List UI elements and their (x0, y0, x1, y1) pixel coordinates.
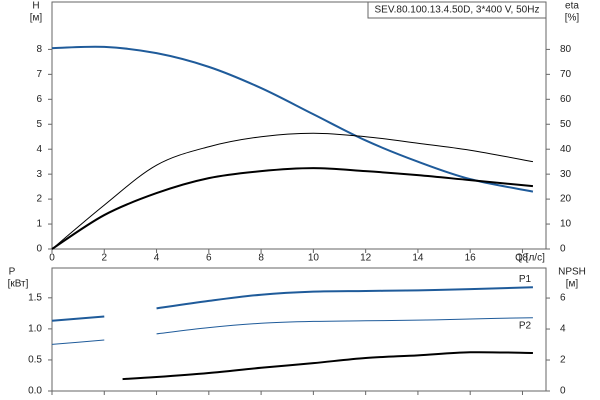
y2-tick-label: 30 (560, 169, 572, 180)
title-box (367, 1, 547, 19)
y-tick-label: 2 (36, 194, 42, 205)
y-tick-label: 4 (36, 144, 42, 155)
y2-tick-label: 20 (560, 194, 572, 205)
x-tick-label: 10 (308, 253, 320, 264)
x-tick-label: 6 (206, 253, 212, 264)
y-axis-label: H (32, 1, 39, 12)
y-tick-label: 0.5 (28, 355, 42, 366)
y-tick-label: 1.5 (28, 292, 42, 303)
y2-tick-label: 0 (560, 386, 566, 397)
y2-tick-label: 40 (560, 144, 572, 155)
y2-tick-label: 80 (560, 44, 572, 55)
series-line (51, 167, 534, 250)
y2-axis-label: NPSH (558, 267, 586, 278)
series-label: P1 (519, 274, 532, 285)
x-tick-label: 16 (465, 253, 477, 264)
plot-frame (51, 267, 547, 392)
plot-frame (51, 1, 547, 250)
y-tick-label: 1.0 (28, 324, 42, 335)
x-tick-label: 8 (258, 253, 264, 264)
y-tick-label: 1 (36, 219, 42, 230)
series-line (122, 351, 533, 381)
y2-axis-unit: [м] (566, 279, 579, 290)
chart-title: SEV.80.100.13.4.50D, 3*400 V, 50Hz (375, 5, 540, 16)
y-tick-label: 7 (36, 69, 42, 80)
y-axis-label: P (9, 267, 16, 278)
y-tick-label: 0 (36, 244, 42, 255)
y-tick-label: 6 (36, 94, 42, 105)
y2-tick-label: 2 (560, 355, 566, 366)
y-axis-unit: [кВт] (8, 279, 29, 290)
x-tick-label: 2 (101, 253, 107, 264)
x-tick-label: 18 (517, 253, 529, 264)
series-label: P2 (519, 320, 532, 331)
x-axis-label: Q [л/с] (515, 253, 545, 264)
y-axis-unit: [м] (30, 13, 43, 24)
series-line (51, 315, 105, 322)
y2-tick-label: 50 (560, 119, 572, 130)
y-tick-label: 3 (36, 169, 42, 180)
y2-axis-unit: [%] (565, 13, 580, 24)
x-tick-label: 14 (412, 253, 424, 264)
series-line (156, 317, 533, 335)
y2-tick-label: 70 (560, 69, 572, 80)
y2-tick-label: 6 (560, 293, 566, 304)
series-line (156, 286, 533, 310)
y2-tick-label: 60 (560, 94, 572, 105)
y-tick-label: 5 (36, 119, 42, 130)
x-tick-label: 4 (154, 253, 160, 264)
y-tick-label: 8 (36, 44, 42, 55)
x-tick-label: 12 (360, 253, 372, 264)
series-line (51, 132, 534, 250)
series-line (51, 45, 534, 193)
y2-axis-label: eta (565, 1, 579, 12)
y2-tick-label: 10 (560, 219, 572, 230)
y2-tick-label: 4 (560, 324, 566, 335)
x-tick-label: 0 (49, 253, 55, 264)
series-line (51, 339, 105, 345)
y-tick-label: 0.0 (28, 386, 42, 397)
y2-tick-label: 0 (560, 244, 566, 255)
